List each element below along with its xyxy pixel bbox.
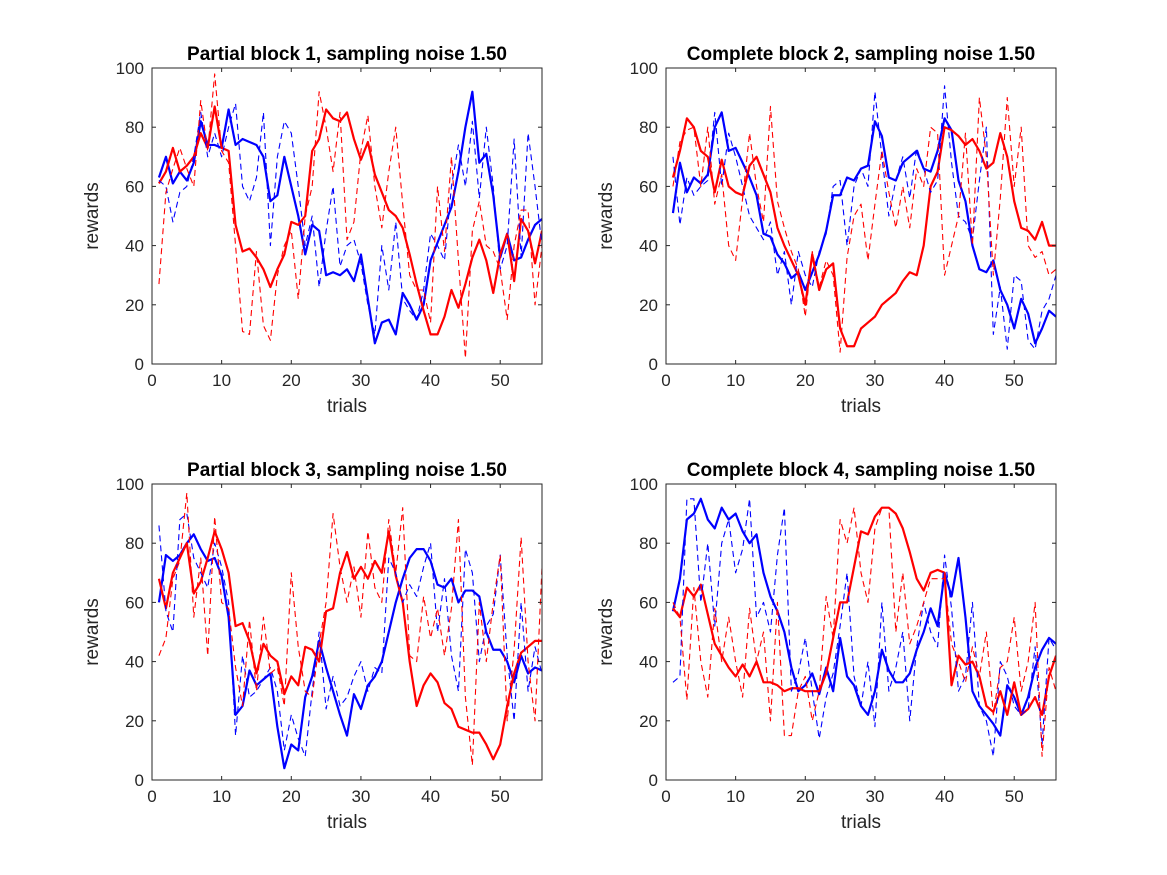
series-group	[671, 85, 1056, 353]
series-line-4	[672, 507, 1056, 757]
series-line-2	[158, 105, 542, 336]
x-tick-label: 40	[421, 371, 440, 390]
y-tick-label: 20	[125, 296, 144, 315]
axes-box	[665, 483, 1057, 781]
subplot-4: 0 10 20 30 40 50 0 20 40 60 80 100 Complete block 4,…	[596, 460, 1057, 833]
x-tick-label: 50	[491, 787, 510, 806]
series-line-3	[672, 85, 1056, 350]
series-line-3	[158, 513, 542, 757]
y-axis-label: rewards	[82, 598, 103, 666]
series-line-1	[671, 497, 1056, 737]
subplot-2: 0 10 20 30 40 50 0 20 40 60 80 100 Complete block 2,…	[596, 44, 1057, 417]
series-line-3	[158, 102, 542, 335]
series-line-2	[671, 117, 1056, 348]
y-tick-label: 60	[125, 177, 144, 196]
chart-title: Partial block 1, sampling noise 1.50	[187, 44, 507, 65]
y-tick-label: 40	[125, 237, 144, 256]
x-tick-label: 0	[147, 787, 156, 806]
series-line-4	[158, 73, 542, 359]
y-axis-label: rewards	[596, 182, 617, 250]
y-axis-label: rewards	[82, 182, 103, 250]
x-tick-label: 30	[865, 787, 884, 806]
y-tick-label: 100	[630, 59, 658, 78]
series-line-2	[672, 506, 1056, 716]
y-tick-label: 40	[125, 653, 144, 672]
y-tick-label: 0	[649, 771, 658, 790]
x-axis-label: trials	[841, 812, 881, 833]
series-line-4	[158, 492, 542, 766]
y-tick-label: 0	[135, 355, 144, 374]
series-line-1	[157, 533, 542, 770]
x-tick-label: 0	[661, 371, 670, 390]
x-tick-label: 10	[212, 787, 231, 806]
y-tick-label: 0	[649, 355, 658, 374]
axes-box	[151, 483, 543, 781]
chart-title: Complete block 2, sampling noise 1.50	[687, 44, 1035, 65]
x-tick-label: 0	[147, 371, 156, 390]
y-tick-label: 80	[639, 118, 658, 137]
y-tick-label: 20	[639, 296, 658, 315]
series-line-3	[672, 498, 1056, 757]
x-tick-label: 10	[726, 787, 745, 806]
x-tick-label: 20	[796, 371, 815, 390]
axes-box	[665, 67, 1057, 365]
y-tick-label: 80	[125, 534, 144, 553]
y-tick-label: 60	[125, 593, 144, 612]
x-tick-label: 40	[935, 371, 954, 390]
y-tick-label: 40	[639, 237, 658, 256]
x-tick-label: 20	[282, 787, 301, 806]
x-tick-label: 20	[796, 787, 815, 806]
x-axis-label: trials	[327, 812, 367, 833]
x-tick-label: 10	[212, 371, 231, 390]
y-tick-label: 40	[639, 653, 658, 672]
x-tick-label: 40	[935, 787, 954, 806]
x-axis-label: trials	[841, 396, 881, 417]
series-group	[157, 73, 542, 359]
subplot-1: 0 10 20 30 40 50 0 20 40 60 80 100 Partial block 1, …	[82, 44, 543, 417]
y-tick-label: 60	[639, 177, 658, 196]
y-tick-label: 60	[639, 593, 658, 612]
x-axis-label: trials	[327, 396, 367, 417]
y-tick-label: 80	[639, 534, 658, 553]
y-tick-label: 100	[116, 59, 144, 78]
y-tick-label: 100	[630, 475, 658, 494]
chart-title: Complete block 4, sampling noise 1.50	[687, 460, 1035, 481]
chart-title: Partial block 3, sampling noise 1.50	[187, 460, 507, 481]
x-tick-label: 50	[1005, 371, 1024, 390]
series-group	[157, 492, 542, 770]
x-tick-label: 30	[865, 371, 884, 390]
y-tick-label: 0	[135, 771, 144, 790]
x-tick-label: 30	[351, 371, 370, 390]
y-tick-label: 80	[125, 118, 144, 137]
y-tick-label: 20	[125, 712, 144, 731]
x-tick-label: 0	[661, 787, 670, 806]
axes-box	[151, 67, 543, 365]
series-line-4	[672, 97, 1056, 353]
y-tick-label: 100	[116, 475, 144, 494]
x-tick-label: 10	[726, 371, 745, 390]
x-tick-label: 30	[351, 787, 370, 806]
y-tick-label: 20	[639, 712, 658, 731]
x-tick-label: 20	[282, 371, 301, 390]
series-line-1	[157, 90, 542, 345]
y-axis-label: rewards	[596, 598, 617, 666]
x-tick-label: 50	[491, 371, 510, 390]
x-tick-label: 50	[1005, 787, 1024, 806]
series-line-2	[157, 530, 542, 761]
x-tick-label: 40	[421, 787, 440, 806]
subplot-3: 0 10 20 30 40 50 0 20 40 60 80 100 Partial block 3, …	[82, 460, 543, 833]
series-group	[671, 497, 1056, 757]
